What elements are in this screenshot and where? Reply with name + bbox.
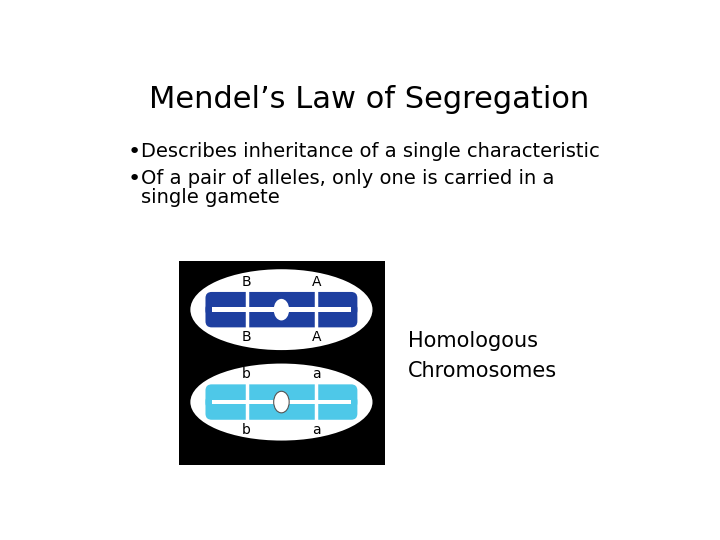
Text: A: A bbox=[312, 275, 321, 289]
Text: a: a bbox=[312, 423, 320, 437]
Text: Homologous
Chromosomes: Homologous Chromosomes bbox=[408, 331, 557, 381]
Text: b: b bbox=[242, 423, 251, 437]
Text: B: B bbox=[242, 330, 251, 345]
Ellipse shape bbox=[190, 269, 372, 350]
Text: Describes inheritance of a single characteristic: Describes inheritance of a single charac… bbox=[141, 143, 600, 161]
Text: a: a bbox=[312, 367, 320, 381]
Text: Of a pair of alleles, only one is carried in a: Of a pair of alleles, only one is carrie… bbox=[141, 169, 554, 188]
Ellipse shape bbox=[190, 363, 372, 441]
Text: B: B bbox=[242, 275, 251, 289]
Bar bbox=[212, 307, 351, 312]
FancyBboxPatch shape bbox=[205, 303, 357, 327]
Text: A: A bbox=[312, 330, 321, 345]
Ellipse shape bbox=[274, 299, 289, 320]
Bar bbox=[179, 261, 384, 465]
Ellipse shape bbox=[274, 392, 289, 413]
Text: •: • bbox=[127, 169, 140, 189]
FancyBboxPatch shape bbox=[205, 395, 357, 420]
FancyBboxPatch shape bbox=[205, 384, 357, 409]
Text: b: b bbox=[242, 367, 251, 381]
Bar bbox=[212, 400, 351, 404]
Text: Mendel’s Law of Segregation: Mendel’s Law of Segregation bbox=[149, 85, 589, 114]
FancyBboxPatch shape bbox=[205, 292, 357, 316]
Text: single gamete: single gamete bbox=[141, 188, 280, 207]
Text: •: • bbox=[127, 142, 140, 162]
